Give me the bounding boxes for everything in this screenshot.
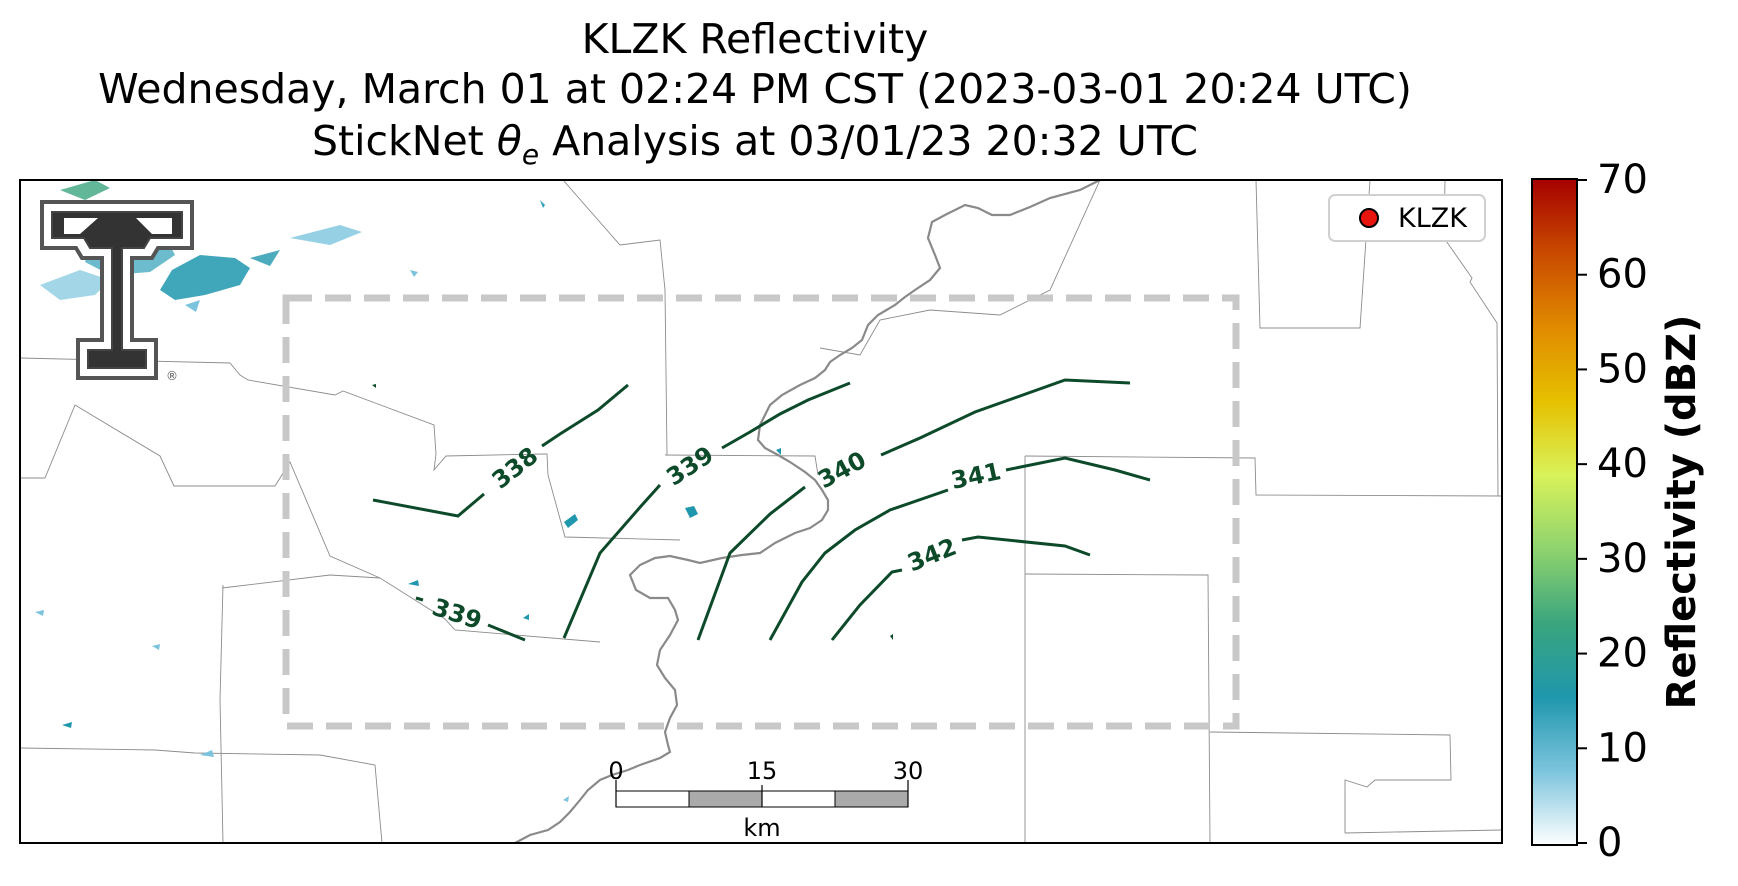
map-area: 338 339 339 340 341 342 0 15 30 km	[20, 180, 1502, 843]
scale-tick-0: 0	[608, 757, 623, 785]
colorbar-tick-label: 60	[1597, 252, 1648, 298]
title-line-3: StickNet θe Analysis at 03/01/23 20:32 U…	[0, 116, 1510, 180]
contour-line-338	[372, 383, 629, 518]
contour-line-342	[830, 535, 1091, 641]
title-line-2: Wednesday, March 01 at 02:24 PM CST (202…	[98, 65, 1412, 113]
contour-line-339-north	[562, 381, 851, 639]
colorbar-tick-label: 50	[1597, 346, 1648, 392]
colorbar-label: Reflectivity (dBZ)	[1659, 315, 1705, 710]
title-prefix: StickNet	[312, 117, 497, 165]
theta-subscript: e	[521, 138, 540, 172]
legend-marker	[1359, 208, 1379, 228]
contour-label-339-south: 339	[429, 593, 485, 635]
contour-line-340	[696, 378, 1131, 641]
scale-tick-30: 30	[893, 757, 924, 785]
colorbar-ticks: 0 10 20 30 40 50 60 70	[1577, 157, 1648, 866]
colorbar-tick-label: 40	[1597, 441, 1648, 487]
analysis-domain-box	[282, 294, 1240, 730]
contour-line-341	[768, 456, 1151, 641]
colorbar-tick-label: 10	[1597, 725, 1648, 771]
colorbar-tick-label: 70	[1597, 157, 1648, 203]
contour-label-339-north: 339	[661, 441, 718, 492]
scale-bar: 0 15 30 km	[608, 757, 923, 842]
colorbar-tick-label: 20	[1597, 631, 1648, 677]
theta-e-contours	[372, 378, 1151, 642]
contour-label-342: 342	[904, 533, 961, 578]
colorbar-tick-label: 0	[1597, 820, 1622, 866]
colorbar: 0 10 20 30 40 50 60 70 Reflectivity (dBZ)	[1531, 157, 1705, 866]
contour-label-340: 340	[813, 446, 870, 494]
contour-line-339-south	[415, 596, 526, 642]
scale-tick-15: 15	[747, 757, 778, 785]
texas-tech-logo: ®	[40, 200, 194, 383]
colorbar-tick-label: 30	[1597, 536, 1648, 582]
radar-echoes	[35, 180, 893, 802]
legend: KLZK	[1328, 194, 1486, 242]
legend-label: KLZK	[1398, 203, 1468, 234]
title-suffix: Analysis at 03/01/23 20:32 UTC	[539, 117, 1198, 165]
logo-registered-mark: ®	[166, 369, 178, 383]
colorbar-bar	[1531, 178, 1578, 846]
scale-unit: km	[743, 814, 780, 842]
theta-symbol: θ	[496, 117, 522, 165]
map-frame	[19, 179, 1503, 844]
contour-label-338: 338	[487, 442, 544, 495]
title-line-1: KLZK Reflectivity	[581, 15, 929, 63]
river	[514, 180, 1101, 843]
contour-label-341: 341	[949, 457, 1004, 495]
